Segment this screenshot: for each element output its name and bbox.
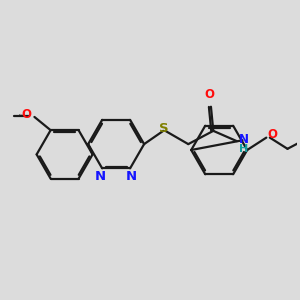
Text: methoxy: methoxy	[19, 114, 26, 116]
Text: H: H	[239, 144, 248, 154]
Text: O: O	[205, 88, 214, 101]
Text: N: N	[95, 170, 106, 183]
Text: N: N	[239, 133, 249, 146]
Text: N: N	[126, 170, 137, 183]
Text: O: O	[268, 128, 278, 141]
Text: O: O	[21, 108, 31, 121]
Text: S: S	[159, 122, 169, 135]
